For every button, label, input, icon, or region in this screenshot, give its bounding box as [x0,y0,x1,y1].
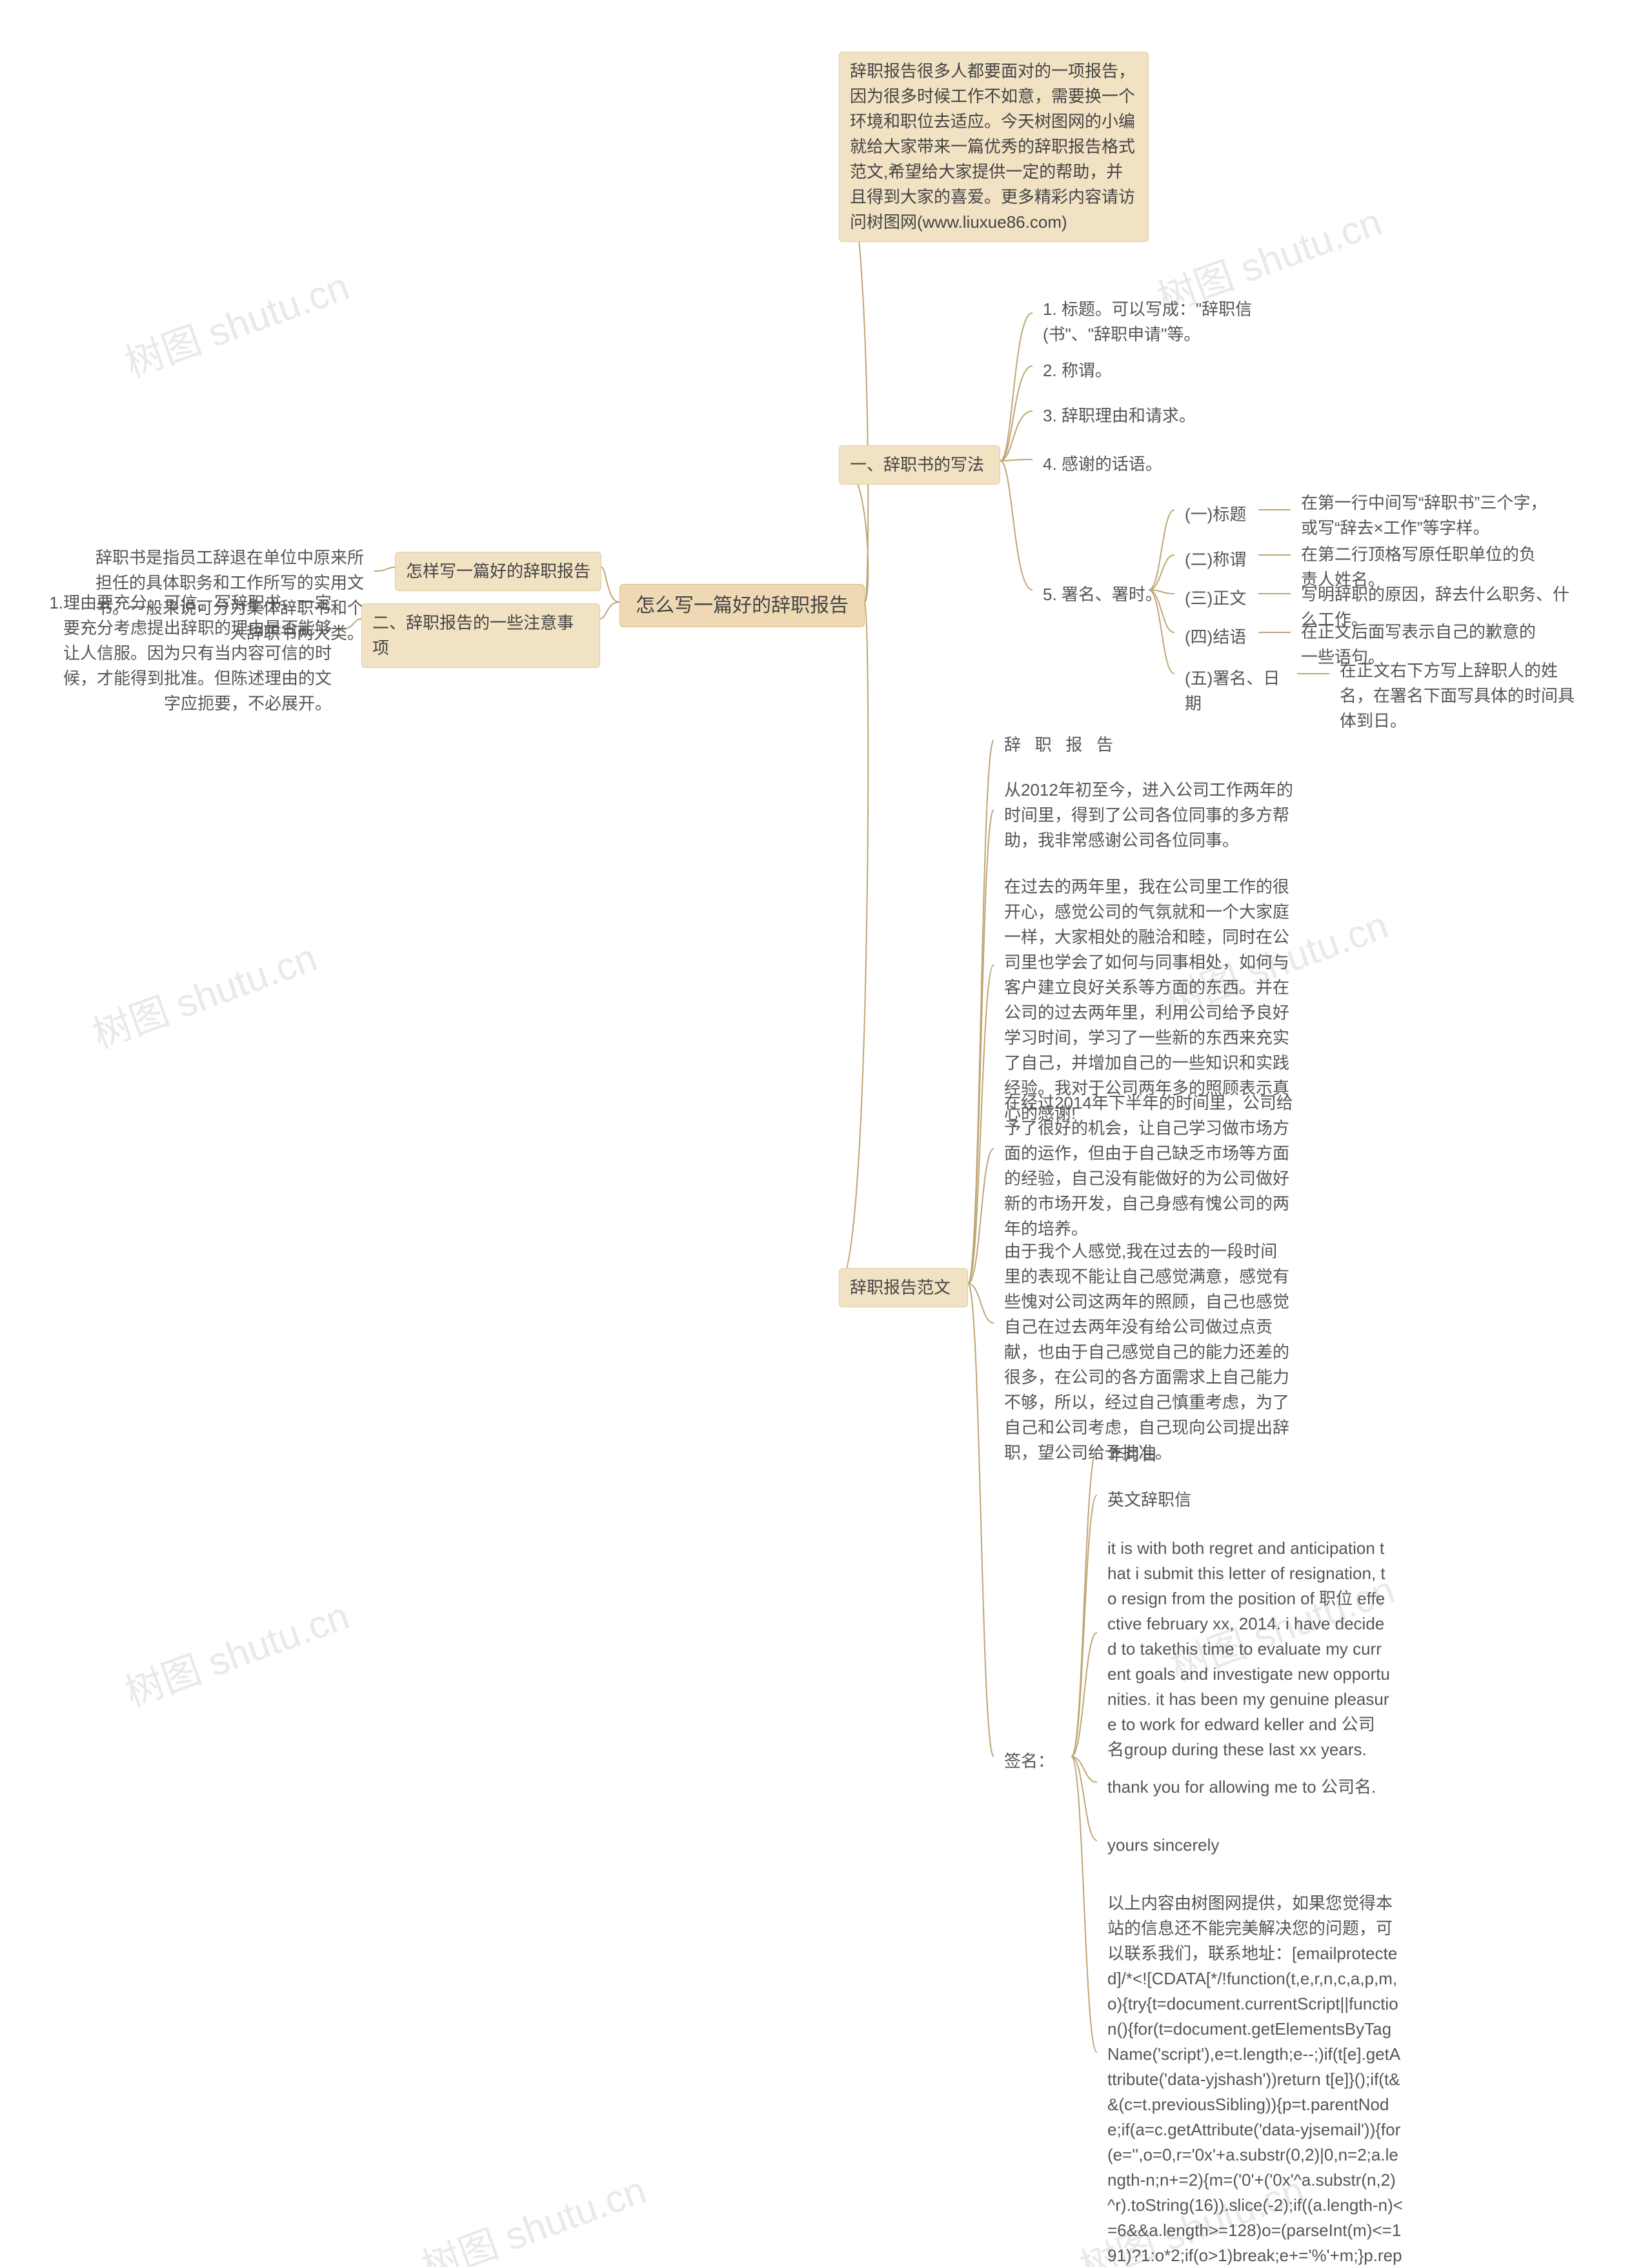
r1-item-1: 1. 标题。可以写成："辞职信(书"、"辞职申请"等。 [1032,290,1304,354]
right-branch-2[interactable]: 辞职报告范文 [839,1268,968,1307]
root-node[interactable]: 怎么写一篇好的辞职报告 [620,584,865,627]
r1-detail-4-label: (四)结语 [1174,618,1258,656]
left-branch-1[interactable]: 怎样写一篇好的辞职报告 [395,552,601,591]
r1-detail-5-label: (五)署名、日期 [1174,660,1297,723]
intro-node[interactable]: 辞职报告很多人都要面对的一项报告，因为很多时候工作不如意，需要换一个环境和职位去… [839,52,1149,242]
watermark: 树图 shutu.cn [116,256,356,388]
mindmap-canvas: 树图 shutu.cn 树图 shutu.cn 树图 shutu.cn 树图 s… [0,0,1652,2267]
r2-sig-2: 英文辞职信 [1097,1481,1400,1519]
r1-item-3: 3. 辞职理由和请求。 [1032,397,1304,435]
r2-p4: 在经过2014年下半年的时间里，公司给予了很好的机会，让自己学习做市场方面的运作… [994,1084,1304,1248]
right-branch-1[interactable]: 一、辞职书的写法 [839,445,1000,485]
r2-sig-5: yours sincerely [1097,1826,1400,1864]
r2-p1: 辞 职 报 告 [994,726,1304,764]
r1-item-5: 5. 署名、署时。 [1032,576,1304,614]
r1-detail-1-label: (一)标题 [1174,496,1258,534]
r2-sig-3: it is with both regret and anticipation … [1097,1529,1400,1769]
r1-item-2: 2. 称谓。 [1032,352,1304,390]
r2-sig-label: 签名： [994,1742,1071,1780]
r1-item-4: 4. 感谢的话语。 [1032,445,1304,483]
r2-p2: 从2012年初至今，进入公司工作两年的时间里，得到了公司各位同事的多方帮助，我非… [994,771,1304,860]
r2-sig-6: 以上内容由树图网提供，如果您觉得本站的信息还不能完美解决您的问题，可以联系我们，… [1097,1884,1413,2267]
r1-detail-2-label: (二)称谓 [1174,541,1258,579]
left-leaf-2: 1.理由要充分、可信。写辞职书，一定要充分考虑提出辞职的理由是否能够让人信服。因… [39,584,342,723]
r2-sig-1: 年月日 [1097,1436,1400,1474]
watermark: 树图 shutu.cn [116,1585,356,1718]
left-branch-2[interactable]: 二、辞职报告的一些注意事项 [361,603,600,668]
r2-sig-4: thank you for allowing me to 公司名. [1097,1768,1400,1806]
r1-detail-3-label: (三)正文 [1174,579,1258,618]
watermark: 树图 shutu.cn [413,2159,652,2267]
r1-detail-5-text: 在正文右下方写上辞职人的姓名，在署名下面写具体的时间具体到日。 [1329,652,1600,740]
watermark: 树图 shutu.cn [84,927,323,1060]
